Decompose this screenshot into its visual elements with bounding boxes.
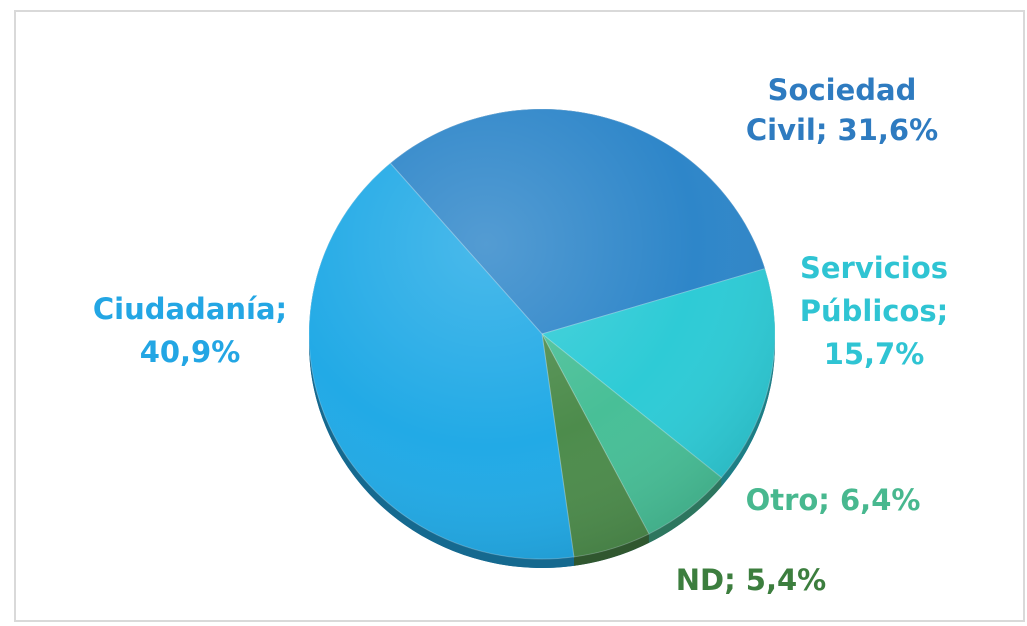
pie-chart: Sociedad Civil; 31,6% Servicios Públicos; 15… (93, 73, 948, 597)
pie-labels: Sociedad Civil; 31,6% Servicios Públicos; 15… (93, 73, 948, 597)
data-label-nd: ND; 5,4% (676, 563, 826, 597)
pie-slices (308, 108, 776, 560)
data-label-sociedad-civil: Sociedad Civil; 31,6% (746, 73, 938, 147)
data-label-ciudadan-a: Ciudadanía; 40,9% (93, 292, 287, 369)
data-label-otro: Otro; 6,4% (746, 483, 921, 517)
chart-frame: Sociedad Civil; 31,6% Servicios Públicos; 15… (14, 10, 1025, 622)
data-label-servicios-p-blicos: Servicios Públicos; 15,7% (800, 251, 949, 371)
